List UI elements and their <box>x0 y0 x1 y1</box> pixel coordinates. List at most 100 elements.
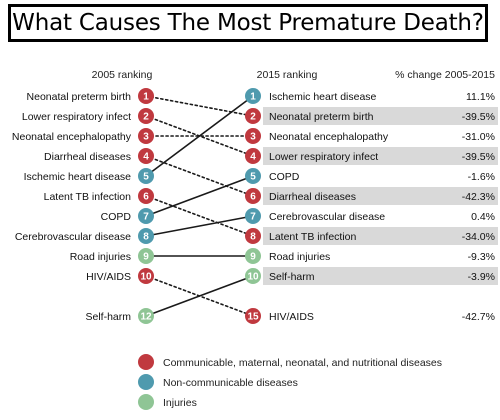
rank-number-2005: 3 <box>143 132 149 143</box>
rank-circle-2005 <box>138 188 154 204</box>
percent-change: -9.3% <box>468 251 495 263</box>
rank-circle-2005 <box>138 228 154 244</box>
rank-number-2015: 8 <box>250 232 256 243</box>
percent-change: -39.5% <box>462 151 495 163</box>
percent-change: -1.6% <box>468 171 495 183</box>
rank-number-2005: 6 <box>143 192 149 203</box>
rank-circle-2015 <box>245 208 261 224</box>
rank-circle-2015 <box>245 228 261 244</box>
highlight-row <box>263 147 498 165</box>
label-2015: Neonatal preterm birth <box>269 111 374 123</box>
label-2005: HIV/AIDS <box>86 271 131 283</box>
rank-circle-2005 <box>138 148 154 164</box>
percent-change: 11.1% <box>466 91 495 103</box>
legend-swatch-injuries <box>138 394 154 410</box>
percent-change: -42.7% <box>462 311 495 323</box>
label-2015: Neonatal encephalopathy <box>269 131 389 143</box>
rank-circle-2015 <box>245 128 261 144</box>
label-2005: Latent TB infection <box>44 191 132 203</box>
rank-number-2005: 12 <box>140 312 152 323</box>
rank-number-2005: 7 <box>143 212 149 223</box>
rank-number-2015: 10 <box>247 272 259 283</box>
rank-number-2015: 3 <box>250 132 256 143</box>
rank-link-4-to-6 <box>145 155 254 197</box>
label-2015: Cerebrovascular disease <box>269 211 385 223</box>
label-2005: Neonatal encephalopathy <box>12 131 132 143</box>
rank-link-6-to-8 <box>145 195 254 237</box>
rank-circle-2015 <box>245 188 261 204</box>
rank-number-2005: 1 <box>143 92 149 103</box>
rank-number-2005: 2 <box>143 112 149 123</box>
legend-swatch-noncommunicable <box>138 374 154 390</box>
rank-circle-2015 <box>245 88 261 104</box>
rank-number-2005: 8 <box>143 232 149 243</box>
rank-circle-2005 <box>138 248 154 264</box>
rank-circle-2005 <box>138 268 154 284</box>
rank-number-2015: 2 <box>250 112 256 123</box>
label-2015: Ischemic heart disease <box>269 91 377 103</box>
label-2015: Diarrheal diseases <box>269 191 356 203</box>
percent-change: -34.0% <box>462 231 495 243</box>
rank-number-2015: 1 <box>250 92 256 103</box>
highlight-row <box>263 227 498 245</box>
rank-circle-2005 <box>138 208 154 224</box>
rank-number-2015: 4 <box>250 152 256 163</box>
title-box: What Causes The Most Premature Death? <box>8 4 488 42</box>
rank-circle-2015 <box>245 248 261 264</box>
rank-circle-2015 <box>245 148 261 164</box>
legend-label-communicable: Communicable, maternal, neonatal, and nu… <box>163 357 442 369</box>
header-change: % change 2005-2015 <box>395 69 495 81</box>
header-2015: 2015 ranking <box>257 69 318 81</box>
rank-number-2015: 7 <box>250 212 256 223</box>
rank-link-8-to-7 <box>145 215 254 237</box>
rank-circle-2005 <box>138 168 154 184</box>
highlight-row <box>263 187 498 205</box>
rank-number-2015: 5 <box>250 172 256 183</box>
rank-number-2005: 10 <box>140 272 152 283</box>
label-2005: Ischemic heart disease <box>24 171 132 183</box>
label-2015: Self-harm <box>269 271 315 283</box>
legend-swatch-communicable <box>138 354 154 370</box>
rank-number-2015: 9 <box>250 252 256 263</box>
rank-number-2005: 4 <box>143 152 149 163</box>
label-2015: Lower respiratory infect <box>269 151 378 163</box>
label-2005: COPD <box>101 211 132 223</box>
percent-change: -39.5% <box>462 111 495 123</box>
rank-number-2005: 9 <box>143 252 149 263</box>
highlight-row <box>263 267 498 285</box>
rank-circle-2005 <box>138 108 154 124</box>
percent-change: -42.3% <box>462 191 495 203</box>
rank-circle-2005 <box>138 128 154 144</box>
label-2005: Road injuries <box>70 251 131 263</box>
rank-link-5-to-1 <box>145 95 254 177</box>
legend-label-injuries: Injuries <box>163 397 197 409</box>
highlight-row <box>263 107 498 125</box>
rank-circle-2015 <box>245 168 261 184</box>
rank-circle-2015 <box>245 108 261 124</box>
legend-label-noncommunicable: Non-communicable diseases <box>163 377 298 389</box>
label-2015: Road injuries <box>269 251 330 263</box>
label-2015: Latent TB infection <box>269 231 357 243</box>
rank-link-7-to-5 <box>145 175 254 217</box>
label-2005: Neonatal preterm birth <box>27 91 132 103</box>
label-2005: Cerebrovascular disease <box>15 231 131 243</box>
percent-change: -3.9% <box>468 271 495 283</box>
rank-circle-2005 <box>138 308 154 324</box>
label-2015: HIV/AIDS <box>269 311 314 323</box>
rank-link-12-to-10 <box>145 275 254 317</box>
rank-link-1-to-2 <box>145 95 254 117</box>
percent-change: 0.4% <box>471 211 495 223</box>
rank-circle-2005 <box>138 88 154 104</box>
rank-circle-2015 <box>245 308 261 324</box>
rank-circle-2015 <box>245 268 261 284</box>
label-2005: Diarrheal diseases <box>44 151 131 163</box>
label-2015: COPD <box>269 171 300 183</box>
rank-number-2015: 6 <box>250 192 256 203</box>
chart-title: What Causes The Most Premature Death? <box>12 10 484 36</box>
percent-change: -31.0% <box>462 131 495 143</box>
label-2005: Lower respiratory infect <box>22 111 131 123</box>
rank-number-2005: 5 <box>143 172 149 183</box>
rank-number-2015: 15 <box>247 312 259 323</box>
label-2005: Self-harm <box>85 311 131 323</box>
